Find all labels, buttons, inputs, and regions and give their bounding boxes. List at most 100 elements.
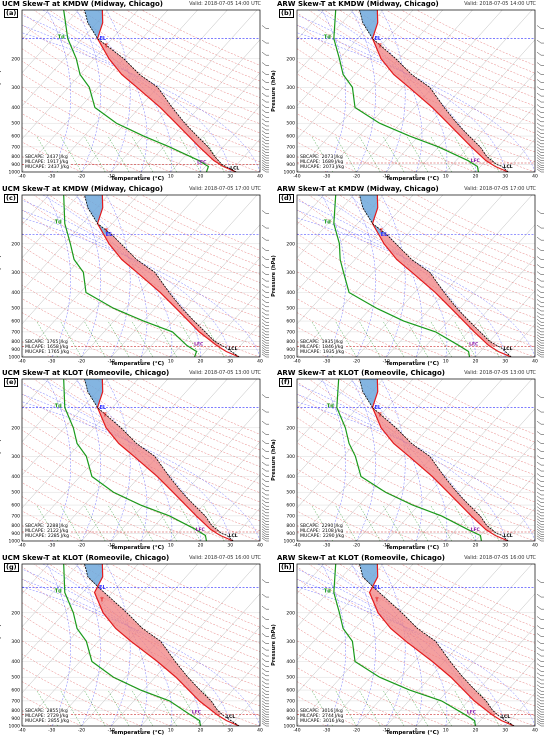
- parcel-series: [359, 563, 515, 726]
- mixing-ratio-line: [131, 689, 154, 726]
- wind-barb: [536, 130, 544, 134]
- cape-summary: SBCAPE: 1765J/kg MLCAPE: 1658J/kg MUCAPE: 176…: [24, 339, 71, 356]
- lfc-label: LFC: [196, 527, 206, 533]
- mixing-ratio-line: [202, 320, 225, 357]
- plot-area: [297, 563, 535, 726]
- x-axis-label: Temperature (°C): [385, 545, 440, 551]
- wind-barb: [261, 143, 269, 148]
- y-tick-label: 400: [11, 290, 20, 296]
- mlcape-label: MLCAPE:: [25, 344, 46, 350]
- wind-barb: [536, 321, 544, 326]
- sbcape-line: SBCAPE: 1765J/kg: [25, 340, 69, 345]
- mixing-ratio-line: [60, 320, 82, 357]
- wind-barb: [261, 473, 269, 477]
- y-axis-label: Pressure (hPa): [270, 623, 277, 666]
- temperature-label: T: [105, 43, 109, 49]
- temperature-label: T: [378, 412, 382, 418]
- x-tick-label: 30: [227, 358, 233, 364]
- temperature-series: [96, 10, 237, 172]
- parcel-series: [84, 379, 234, 541]
- wind-barb: [536, 209, 544, 214]
- wind-barb: [261, 209, 269, 214]
- y-tick-label: 800: [286, 707, 295, 713]
- moist-adiabat-line: [22, 32, 260, 172]
- mixing-ratio-line: [335, 689, 357, 726]
- wind-barb: [536, 440, 544, 444]
- y-axis-label: Pressure (hPa): [270, 254, 277, 297]
- mixing-ratio-line: [430, 135, 452, 172]
- dry-adiabat-line: [110, 194, 260, 266]
- wind-barb: [536, 662, 544, 667]
- wind-barb: [261, 346, 269, 351]
- x-tick-label: 30: [502, 727, 508, 733]
- x-tick-label: -10: [383, 358, 390, 364]
- isotherm-line: [386, 10, 533, 172]
- isotherm-line: [22, 563, 79, 627]
- isotherm-line: [200, 474, 260, 541]
- wind-barb: [536, 114, 544, 118]
- x-tick-label: -40: [293, 543, 300, 549]
- wind-barb: [261, 690, 269, 695]
- cape-unit: J/kg: [334, 339, 343, 345]
- mixing-ratio-line: [430, 504, 452, 541]
- y-axis-label: Pressure (hPa): [0, 439, 2, 481]
- x-tick-label: 40: [257, 543, 263, 549]
- y-tick-label: 900: [11, 716, 20, 722]
- dry-adiabat-line: [49, 563, 260, 669]
- mucape-line: MUCAPE: 2073J/kg: [300, 165, 344, 170]
- mlcape-value: 1846: [322, 344, 334, 350]
- x-tick-label: -20: [353, 358, 360, 364]
- x-axis-label: Temperature (°C): [110, 545, 165, 551]
- mixing-ratio-line: [155, 504, 177, 541]
- y-tick-label: 1000: [284, 170, 296, 176]
- cape-summary: SBCAPE: 2290J/kg MLCAPE: 2108J/kg MUCAPE: 229…: [299, 524, 346, 540]
- mixing-ratio-line: [477, 135, 500, 172]
- wind-barb: [536, 333, 544, 338]
- mixing-ratio-line: [335, 504, 357, 541]
- cape-unit: J/kg: [335, 165, 345, 171]
- y-axis-label: Pressure (hPa): [0, 624, 2, 666]
- mucape-value: 2290: [322, 534, 335, 540]
- cape-unit: J/kg: [334, 713, 344, 719]
- dewpoint-label: Td: [55, 588, 62, 594]
- cape-unit: J/kg: [60, 165, 70, 171]
- wind-barb: [261, 694, 269, 698]
- mixing-ratio-line: [454, 689, 476, 726]
- wind-barb: [261, 533, 269, 537]
- dry-adiabat-line: [339, 194, 535, 291]
- x-tick-label: -20: [78, 727, 85, 733]
- isotherm-line: [297, 563, 324, 594]
- isotherm-line: [51, 10, 198, 172]
- wind-barb: [261, 333, 269, 338]
- y-tick-label: 900: [11, 531, 20, 537]
- wind-barb: [261, 51, 269, 56]
- dewpoint-series: [63, 10, 210, 172]
- wind-barb: [261, 605, 269, 609]
- dewpoint-label: Td: [324, 588, 331, 594]
- wind-barb: [536, 341, 544, 346]
- dry-adiabat-line: [297, 99, 446, 172]
- dry-adiabat-line: [297, 496, 387, 541]
- wind-barb: [536, 303, 544, 307]
- wind-barb: [536, 708, 544, 712]
- isotherm-line: [200, 290, 260, 357]
- wind-barb: [536, 518, 544, 522]
- dry-adiabat-line: [22, 429, 260, 541]
- wind-barb: [536, 676, 544, 680]
- x-tick-label: 10: [443, 543, 449, 549]
- panel-valid-time: Valid: 2018-07-05 14:00 UTC: [189, 1, 261, 7]
- cape-unit: J/kg: [60, 349, 70, 355]
- isotherm-line: [386, 379, 533, 541]
- isotherm-line: [415, 408, 535, 541]
- y-tick-label: 1000: [9, 354, 21, 360]
- lfc-label: LFC: [469, 341, 479, 347]
- y-tick-label: 800: [286, 338, 295, 344]
- mucape-label: MUCAPE:: [25, 718, 46, 724]
- wind-barb: [536, 246, 544, 251]
- cape-unit: J/kg: [334, 529, 344, 535]
- cin-area: [359, 194, 387, 234]
- mucape-line: MUCAPE: 2290J/kg: [300, 534, 344, 539]
- cape-area: [94, 587, 223, 715]
- wind-barb: [536, 710, 544, 715]
